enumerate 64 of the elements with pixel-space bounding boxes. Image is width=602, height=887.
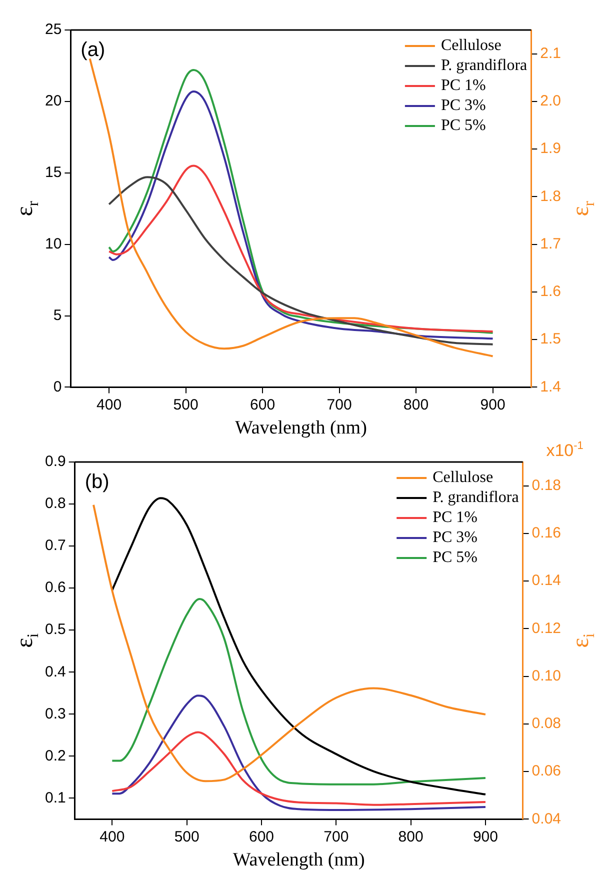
- annotation: (b): [84, 471, 110, 493]
- y2-tick-label: 0.16: [532, 524, 562, 542]
- legend-label: PC 3%: [440, 97, 486, 114]
- x-tick-label: 500: [174, 828, 200, 846]
- y-tick-label: 15: [44, 164, 62, 182]
- x-tick-label: 600: [248, 828, 274, 846]
- y-tick-label: 0.3: [44, 705, 66, 722]
- y-tick-label: 10: [44, 235, 62, 252]
- x-tick-label: 900: [472, 828, 498, 846]
- y2-tick-label: 1.4: [540, 378, 562, 396]
- y2-tick-label: 1.6: [540, 283, 562, 300]
- x-tick-label: 800: [404, 396, 429, 414]
- x-tick-label: 500: [173, 396, 198, 414]
- y2-tick-label: 0.04: [532, 810, 562, 828]
- y2-tick-label: 2.0: [540, 92, 562, 110]
- y-tick-label: 25: [44, 21, 62, 38]
- y2-axis-title: εr: [568, 200, 598, 216]
- y-tick-label: 0.5: [44, 621, 66, 638]
- y-tick-label: 20: [44, 92, 62, 110]
- line-series: [111, 731, 486, 806]
- y-tick-label: 0.1: [44, 789, 66, 806]
- x-tick-label: 900: [480, 396, 506, 414]
- line-series: [111, 598, 486, 786]
- y-tick-label: 0.4: [44, 663, 66, 680]
- y2-tick-label: 1.5: [540, 330, 562, 348]
- y2-tick-label: 0.10: [532, 667, 562, 684]
- x-tick-label: 400: [96, 396, 122, 414]
- legend-label: PC 1%: [440, 77, 486, 94]
- legend-label: Cellulose: [432, 469, 494, 486]
- x-tick-label: 800: [398, 828, 424, 846]
- y-tick-label: 0.9: [44, 453, 66, 470]
- y2-tick-label: 1.8: [540, 188, 562, 205]
- x-axis-title: Wavelength (nm): [234, 418, 367, 439]
- y2-tick-label: 1.9: [540, 140, 562, 158]
- legend-label: PC 5%: [432, 549, 478, 566]
- y-tick-label: 0.8: [44, 495, 66, 512]
- x-tick-label: 600: [250, 396, 276, 414]
- x-tick-label: 700: [324, 828, 349, 846]
- legend-label: P. grandiflora: [432, 489, 519, 506]
- legend-label: Cellulose: [440, 37, 502, 54]
- y-tick-label: 5: [53, 306, 62, 324]
- y-tick-label: 0.2: [44, 747, 66, 764]
- x-tick-label: 700: [326, 396, 352, 414]
- y-axis-title: εr: [12, 200, 42, 216]
- annotation: (a): [80, 39, 106, 61]
- x-tick-label: 400: [100, 828, 125, 846]
- y2-tick-label: 0.18: [532, 476, 562, 494]
- y-tick-label: 0.7: [44, 537, 66, 554]
- y2-tick-label: 0.12: [532, 620, 562, 637]
- legend-label: PC 1%: [432, 509, 478, 526]
- y-axis-title: εi: [12, 632, 42, 648]
- y2-tick-label: 2.1: [540, 44, 562, 62]
- y-tick-label: 0.6: [44, 579, 66, 596]
- y2-tick-label: 1.7: [540, 235, 562, 252]
- legend-label: PC 5%: [440, 117, 486, 134]
- y2-tick-label: 0.14: [532, 572, 562, 590]
- legend-label: PC 3%: [432, 529, 478, 546]
- legend-label: P. grandiflora: [440, 57, 528, 74]
- y2-axis-title: εi: [568, 632, 598, 648]
- x-axis-title: Wavelength (nm): [232, 850, 365, 871]
- y2-tick-label: 0.08: [532, 715, 562, 732]
- y2-tick-label: 0.06: [532, 762, 562, 780]
- line-series: [111, 694, 486, 811]
- y-tick-label: 0: [53, 378, 62, 396]
